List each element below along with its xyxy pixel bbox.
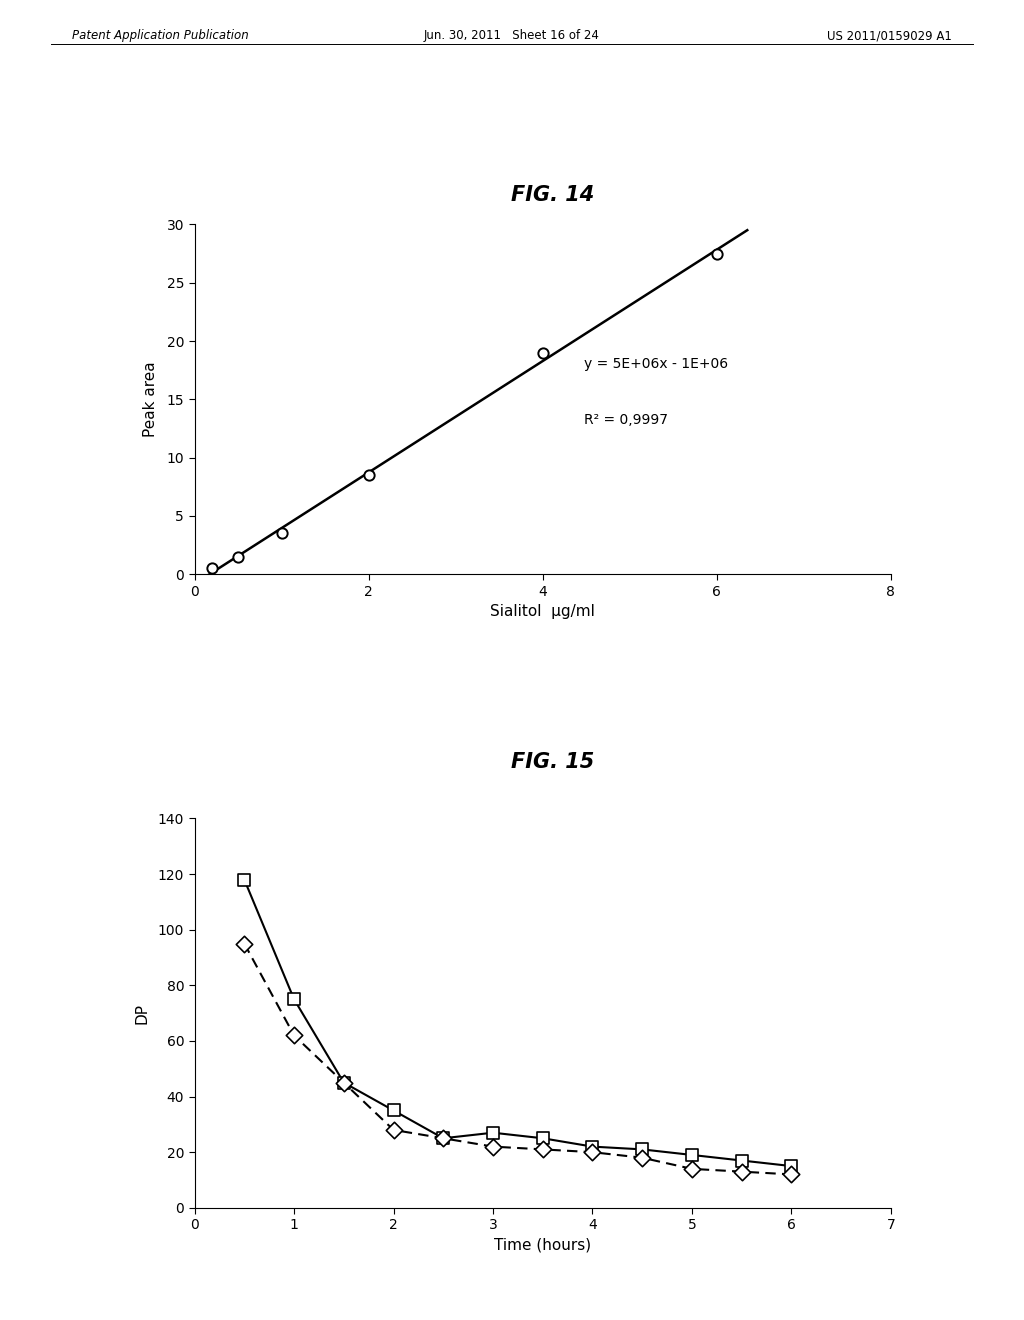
Point [237, 933, 253, 954]
Point [286, 1024, 302, 1045]
Point [237, 869, 253, 890]
Point [783, 1164, 800, 1185]
X-axis label: Sialitol  μg/ml: Sialitol μg/ml [490, 605, 595, 619]
Point [733, 1150, 750, 1171]
Point [360, 465, 377, 486]
Point [535, 1127, 551, 1148]
Text: R² = 0,9997: R² = 0,9997 [585, 413, 669, 428]
Point [684, 1144, 700, 1166]
Point [634, 1139, 650, 1160]
Point [709, 243, 725, 264]
Point [585, 1142, 601, 1163]
Point [684, 1159, 700, 1180]
Point [435, 1127, 452, 1148]
Text: US 2011/0159029 A1: US 2011/0159029 A1 [827, 29, 952, 42]
Text: FIG. 14: FIG. 14 [511, 185, 595, 205]
Point [286, 989, 302, 1010]
Text: Jun. 30, 2011   Sheet 16 of 24: Jun. 30, 2011 Sheet 16 of 24 [424, 29, 600, 42]
Point [484, 1137, 501, 1158]
Point [435, 1127, 452, 1148]
Text: Patent Application Publication: Patent Application Publication [72, 29, 249, 42]
Point [385, 1119, 401, 1140]
Text: FIG. 15: FIG. 15 [511, 752, 595, 772]
Point [634, 1147, 650, 1168]
Point [336, 1072, 352, 1093]
Point [783, 1155, 800, 1176]
Point [273, 523, 290, 544]
Point [733, 1162, 750, 1183]
Text: y = 5E+06x - 1E+06: y = 5E+06x - 1E+06 [585, 358, 729, 371]
Point [385, 1100, 401, 1121]
Point [585, 1137, 601, 1158]
Point [204, 558, 220, 579]
Point [229, 546, 247, 568]
Y-axis label: Peak area: Peak area [143, 362, 158, 437]
Point [484, 1122, 501, 1143]
X-axis label: Time (hours): Time (hours) [495, 1238, 591, 1253]
Point [535, 1139, 551, 1160]
Y-axis label: DP: DP [134, 1003, 150, 1023]
Point [336, 1072, 352, 1093]
Point [535, 342, 551, 363]
